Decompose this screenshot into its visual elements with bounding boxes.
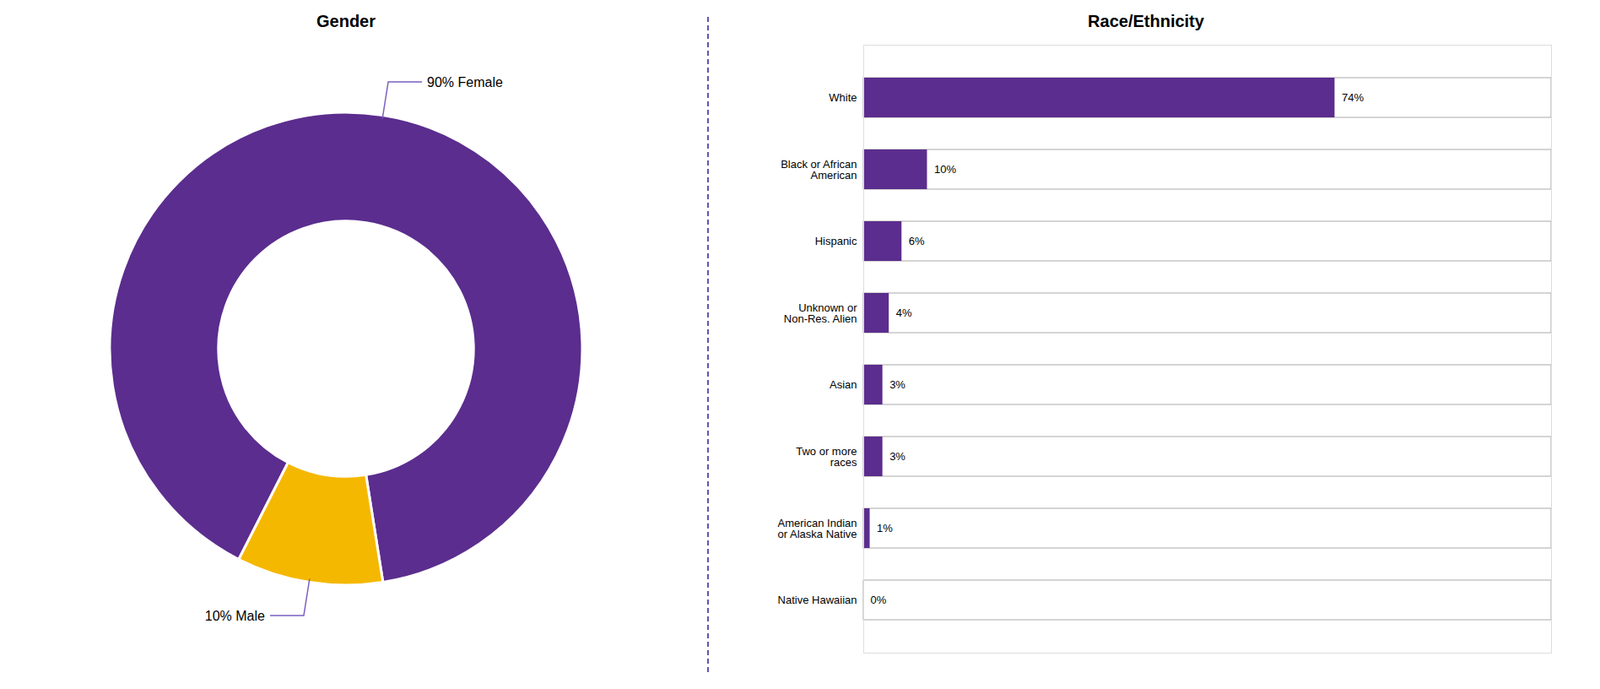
svg-text:Hispanic: Hispanic xyxy=(815,234,858,248)
svg-text:0%: 0% xyxy=(870,593,887,606)
svg-text:White: White xyxy=(828,91,857,104)
html-text:Gender: Gender xyxy=(316,11,376,31)
svg-text:10%: 10% xyxy=(934,162,957,176)
svg-text:Native Hawaiian: Native Hawaiian xyxy=(778,593,858,606)
svg-text:10% Male: 10% Male xyxy=(205,608,265,623)
svg-text:3%: 3% xyxy=(889,449,906,463)
svg-text:American Indianor Alaska Nativ: American Indianor Alaska Native xyxy=(778,516,858,541)
svg-text:74%: 74% xyxy=(1341,91,1364,104)
svg-text:1%: 1% xyxy=(876,521,893,535)
svg-text:6%: 6% xyxy=(908,234,925,248)
svg-text:Two or moreraces: Two or moreraces xyxy=(795,444,858,469)
svg-text:Asian: Asian xyxy=(829,378,858,391)
svg-text:Unknown orNon-Res. Alien: Unknown orNon-Res. Alien xyxy=(783,301,858,325)
svg-text:3%: 3% xyxy=(889,378,906,391)
svg-text:90% Female: 90% Female xyxy=(427,75,503,90)
svg-text:4%: 4% xyxy=(896,306,913,319)
html-text:Race/Ethnicity: Race/Ethnicity xyxy=(1087,11,1205,31)
svg-text:Black or AfricanAmerican: Black or AfricanAmerican xyxy=(780,157,857,182)
